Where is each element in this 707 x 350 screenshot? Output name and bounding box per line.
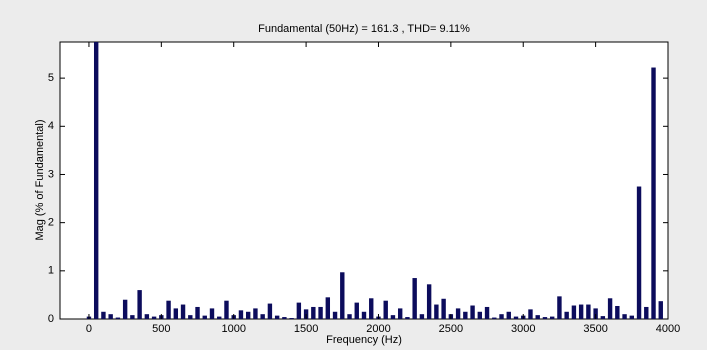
bar [513,316,519,319]
bar [224,300,229,319]
bar [195,306,200,319]
bar [209,308,215,319]
bar [151,316,157,319]
bar [484,306,490,319]
bar [607,298,613,319]
x-tick-label: 3500 [583,323,607,335]
bar [600,316,606,319]
bar [267,303,273,319]
y-tick-label: 2 [48,217,54,229]
bar [296,302,302,319]
y-tick-label: 5 [48,72,54,84]
bar [383,300,388,319]
plot-area [59,41,669,320]
bar [390,315,396,319]
bar [542,317,548,319]
bar [506,311,511,319]
bar [455,308,461,319]
bar [202,315,207,319]
bar [499,314,504,319]
bar [397,308,403,319]
bar [318,306,323,319]
x-tick-label: 2500 [439,323,463,335]
x-tick-label: 4000 [656,323,680,335]
bar [274,315,280,319]
y-tick-label: 1 [48,265,54,277]
bar [535,315,540,319]
y-tick-label: 0 [48,313,54,325]
bar [419,314,425,319]
bar [412,278,417,319]
x-tick-label: 0 [86,323,92,335]
bar [593,308,598,319]
y-tick-label: 4 [48,120,54,132]
bar [93,42,99,319]
bar [651,67,656,319]
bar [463,311,468,319]
bar [217,316,222,319]
bar [629,315,635,319]
bar [658,301,663,319]
bar [108,314,113,319]
y-tick-label: 3 [48,168,54,180]
bar [115,317,121,319]
bars [86,42,663,319]
bar [492,317,497,319]
bar [311,306,316,319]
bar [340,272,345,319]
bar [354,302,359,319]
x-axis-label: Frequency (Hz) [326,334,402,346]
bar [137,290,142,319]
bar [144,314,150,319]
chart-title: Fundamental (50Hz) = 161.3 , THD= 9.11% [258,23,470,35]
bar [188,315,193,319]
bar [180,304,186,319]
bar [615,305,620,319]
bar [622,314,627,319]
bar [405,317,410,319]
x-tick-label: 2000 [366,323,390,335]
bar [549,316,555,319]
y-axis-label: Mag (% of Fundamental) [34,119,46,240]
x-tick-label: 1000 [221,323,245,335]
bar [644,306,649,319]
x-tick-label: 1500 [294,323,318,335]
bar [470,305,475,319]
bar [528,309,533,319]
bar [586,304,591,319]
x-tick-label: 500 [152,323,170,335]
bar [166,300,171,319]
bar [173,308,179,319]
bar [564,311,569,319]
x-tick-label: 3000 [511,323,535,335]
bar [369,298,374,319]
bar [434,304,439,319]
bar [245,311,251,319]
bar [130,315,135,319]
bar [557,296,562,319]
bar [122,299,128,319]
bar [578,304,584,319]
bar [426,284,432,319]
bar [260,314,265,319]
bar [332,311,338,319]
bar [477,311,483,319]
bar [361,311,367,319]
bar [325,297,331,319]
bar [101,311,106,319]
bar [282,317,287,319]
bar [636,186,642,319]
bar [347,314,352,319]
bar [238,310,244,319]
bar [289,318,294,319]
bar [571,305,577,319]
bar [441,298,446,319]
bar [253,308,258,319]
